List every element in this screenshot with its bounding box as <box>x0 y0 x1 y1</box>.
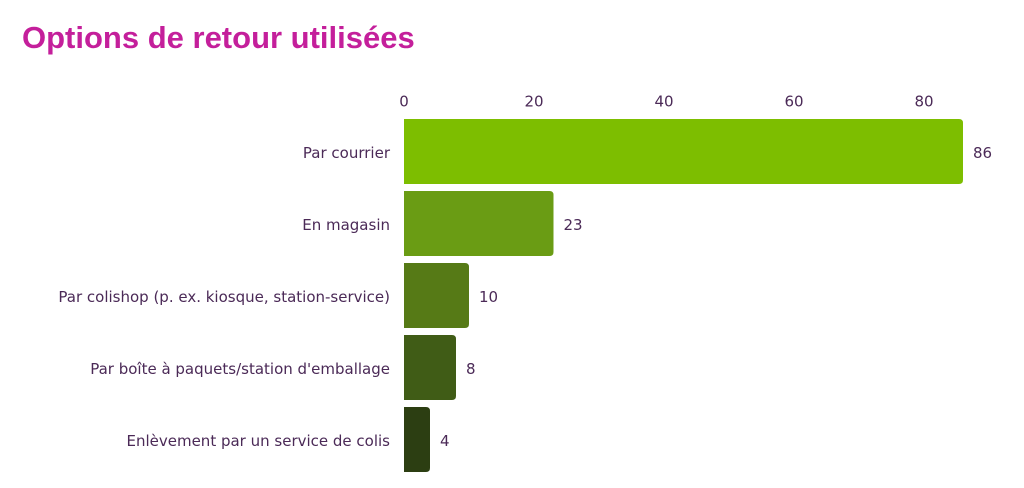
x-tick-label: 80 <box>914 93 933 111</box>
y-tick-label: Par colishop (p. ex. kiosque, station-se… <box>58 288 390 306</box>
bar <box>404 263 469 328</box>
x-tick-label: 0 <box>399 93 409 111</box>
value-label: 8 <box>466 360 476 378</box>
y-tick-label: Enlèvement par un service de colis <box>126 432 390 450</box>
value-label: 4 <box>440 432 450 450</box>
bar <box>404 407 430 472</box>
value-label: 23 <box>564 216 583 234</box>
value-label: 86 <box>973 144 992 162</box>
y-tick-label: En magasin <box>302 216 390 234</box>
y-tick-label: Par courrier <box>303 144 391 162</box>
value-label: 10 <box>479 288 498 306</box>
x-tick-label: 20 <box>524 93 543 111</box>
y-tick-label: Par boîte à paquets/station d'emballage <box>90 360 390 378</box>
chart-title: Options de retour utilisées <box>22 20 415 55</box>
x-tick-label: 60 <box>784 93 803 111</box>
x-tick-label: 40 <box>654 93 673 111</box>
bar <box>404 335 456 400</box>
bar <box>404 119 963 184</box>
bar <box>404 191 554 256</box>
